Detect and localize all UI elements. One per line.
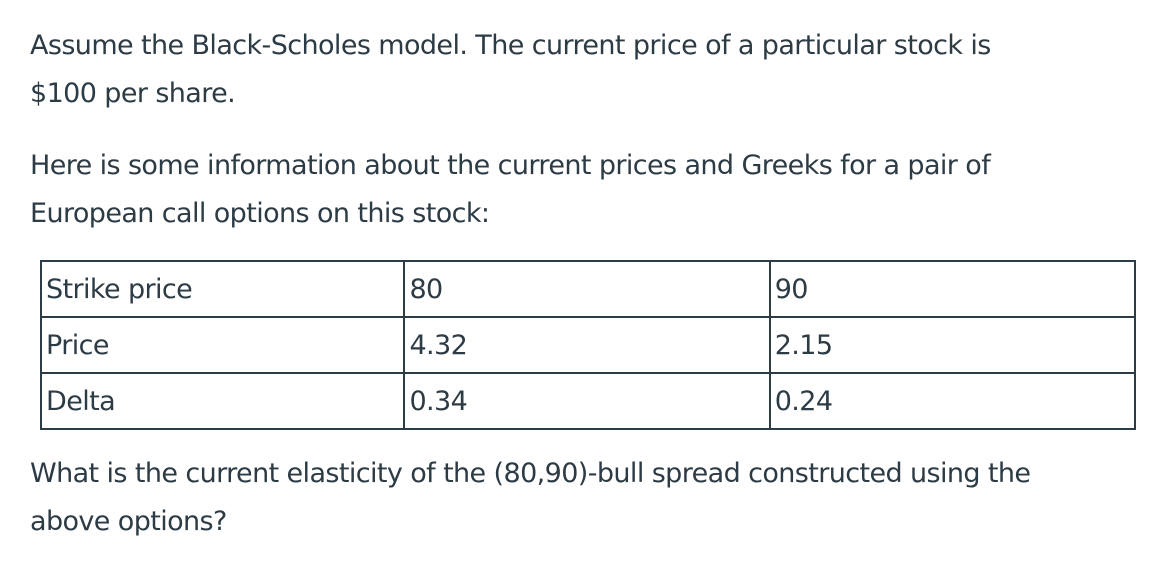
- info-line-1: Here is some information about the curre…: [30, 150, 991, 181]
- table-row: Delta 0.34 0.24: [39, 372, 1137, 430]
- intro-paragraph: Assume the Black-Scholes model. The curr…: [30, 22, 1130, 118]
- options-table: Strike price 80 90 Price 4.32 2.15 Delta…: [39, 260, 1137, 430]
- intro-line-2: $100 per share.: [30, 78, 236, 109]
- price-90: 2.15: [768, 316, 1137, 374]
- question-content: Assume the Black-Scholes model. The curr…: [30, 22, 1137, 546]
- row-label-price: Price: [39, 316, 406, 374]
- price-80: 4.32: [403, 316, 771, 374]
- strike-90: 90: [768, 260, 1137, 318]
- strike-80: 80: [403, 260, 771, 318]
- question-paragraph: What is the current elasticity of the (8…: [30, 450, 1130, 546]
- row-label-strike: Strike price: [39, 260, 406, 318]
- table-row: Price 4.32 2.15: [39, 316, 1137, 374]
- question-line-1: What is the current elasticity of the (8…: [30, 458, 1031, 489]
- delta-80: 0.34: [403, 372, 771, 430]
- info-paragraph: Here is some information about the curre…: [30, 142, 1130, 238]
- delta-90: 0.24: [768, 372, 1137, 430]
- info-line-2: European call options on this stock:: [30, 198, 490, 229]
- intro-line-1: Assume the Black-Scholes model. The curr…: [30, 30, 991, 61]
- question-line-2: above options?: [30, 506, 227, 537]
- row-label-delta: Delta: [39, 372, 406, 430]
- table-row: Strike price 80 90: [39, 260, 1137, 318]
